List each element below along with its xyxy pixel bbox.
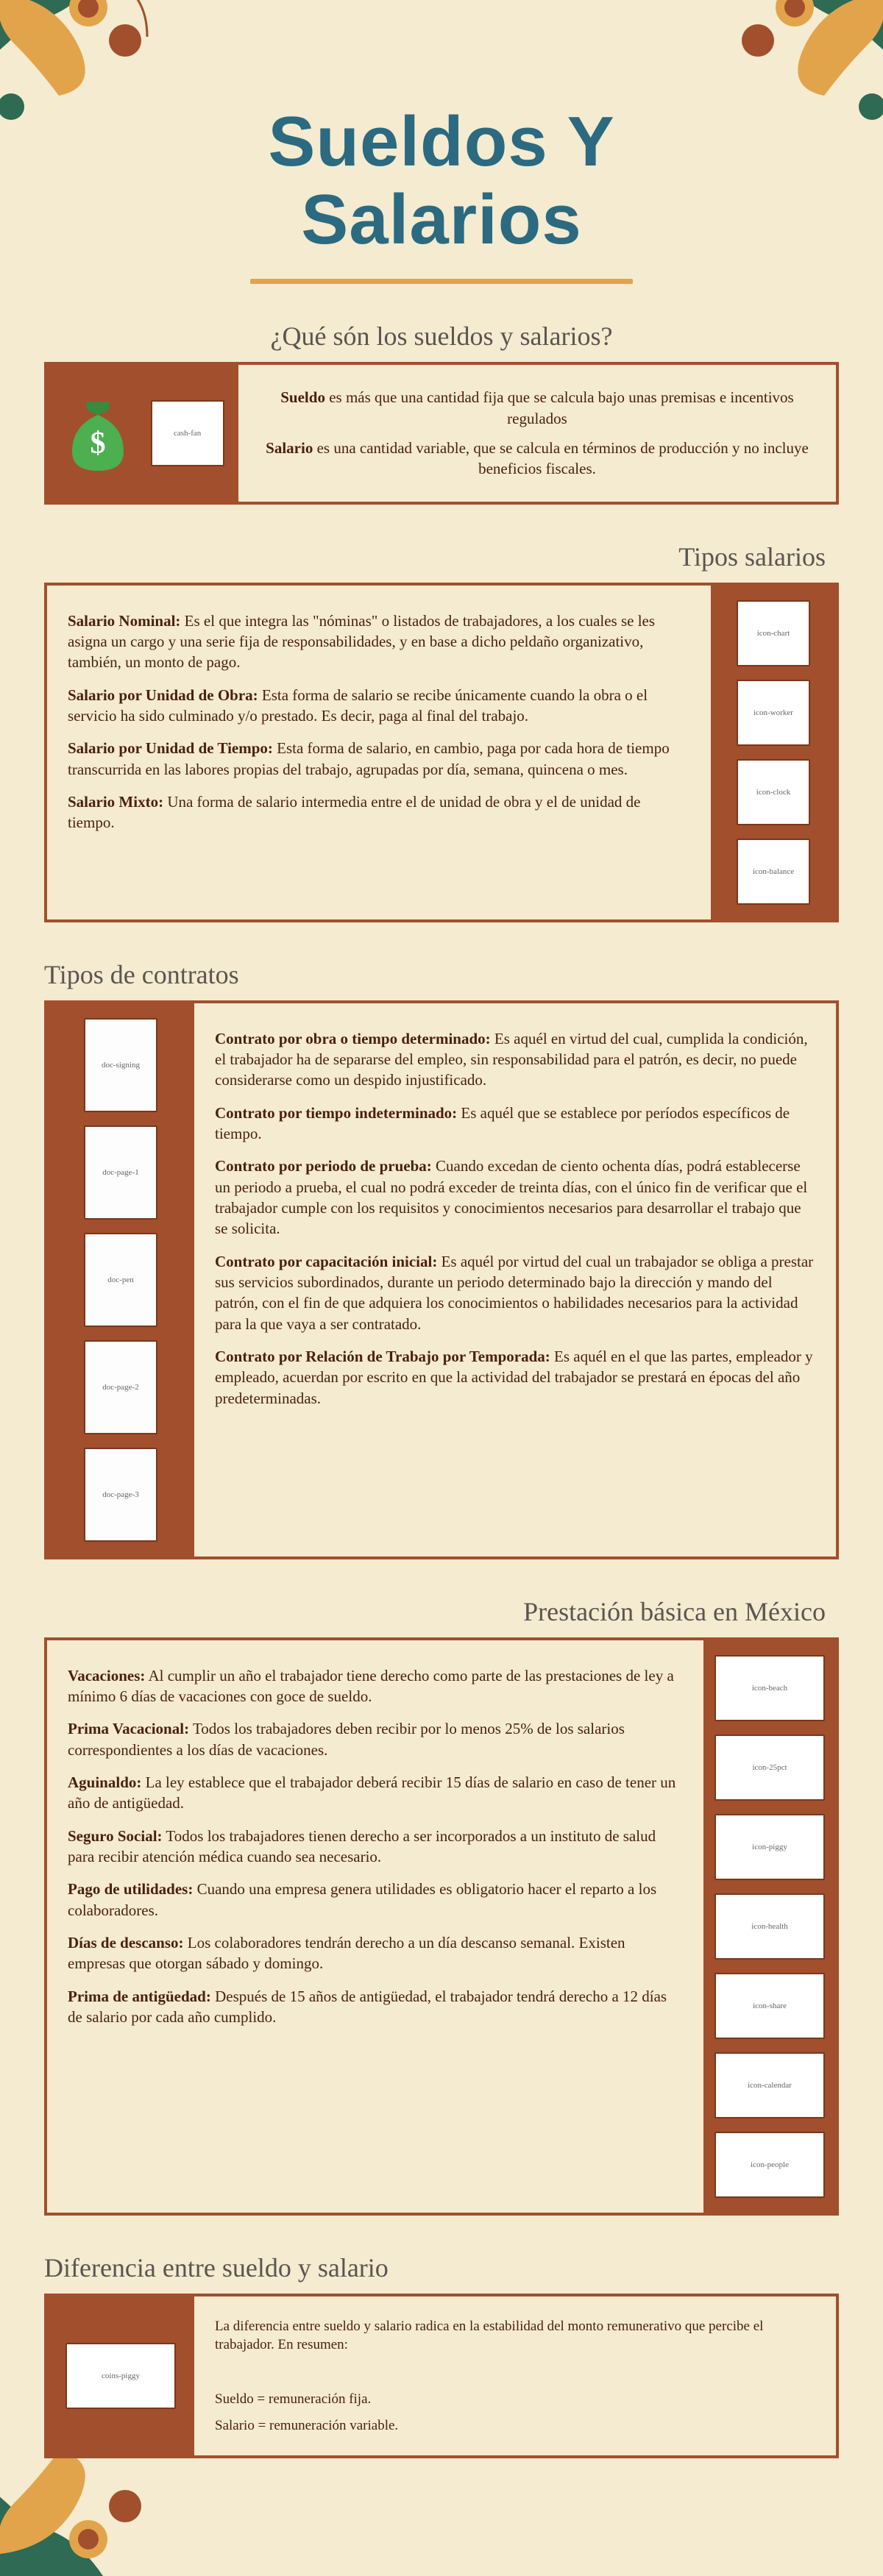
sec5-line1: Sueldo = remuneración fija. (215, 2390, 815, 2409)
sec1-body: Sueldo es más que una cantidad fija que … (238, 365, 836, 501)
sec1-heading: ¿Qué són los sueldos y salarios? (0, 321, 883, 352)
sec3-body: Contrato por obra o tiempo determinado: … (194, 1003, 836, 1556)
sec1-side-panel: $ cash-fan (47, 365, 238, 501)
entry-label: Salario por Unidad de Obra: (68, 686, 258, 704)
sec4-card: Vacaciones: Al cumplir un año el trabaja… (44, 1637, 839, 2216)
sueldo-label: Sueldo (280, 388, 325, 406)
svg-text:$: $ (91, 427, 106, 460)
icon-share-thumb: icon-share (714, 1973, 825, 2039)
sec3-heading: Tipos de contratos (0, 959, 883, 990)
list-entry: Pago de utilidades: Cuando una empresa g… (68, 1879, 683, 1921)
page-title-line2: Salarios (0, 181, 883, 259)
coins-piggy-thumb: coins-piggy (65, 2343, 176, 2409)
list-entry: Salario por Unidad de Tiempo: Esta forma… (68, 738, 690, 780)
sec4-side-panel: icon-beach icon-25pct icon-piggy icon-healt… (703, 1640, 836, 2213)
entry-label: Aguinaldo: (68, 1773, 141, 1791)
doc-page-1-thumb: doc-page-1 (84, 1125, 157, 1220)
entry-label: Contrato por capacitación inicial: (215, 1253, 437, 1270)
list-entry: Días de descanso: Los colaboradores tend… (68, 1932, 683, 1974)
sec2-side-panel: icon-chart icon-worker icon-clock icon-bala… (711, 586, 836, 919)
icon-chart-thumb: icon-chart (737, 600, 810, 666)
sec5-body: La diferencia entre sueldo y salario rad… (194, 2296, 836, 2456)
list-entry: Vacaciones: Al cumplir un año el trabaja… (68, 1665, 683, 1707)
salario-text: es una cantidad variable, que se calcula… (313, 439, 809, 477)
entry-label: Prima de antigüedad: (68, 1988, 211, 2005)
sec3-card: doc-signing doc-page-1 doc-pen doc-page-2 do… (44, 1000, 839, 1559)
sec2-body: Salario Nominal: Es el que integra las "… (47, 586, 711, 919)
entry-label: Contrato por tiempo indeterminado: (215, 1104, 457, 1122)
entry-label: Salario Mixto: (68, 793, 163, 811)
entry-label: Salario por Unidad de Tiempo: (68, 739, 273, 757)
icon-piggy-thumb: icon-piggy (714, 1814, 825, 1880)
entry-label: Vacaciones: (68, 1667, 145, 1684)
entry-label: Seguro Social: (68, 1827, 163, 1845)
list-entry: Prima de antigüedad: Después de 15 años … (68, 1986, 683, 2028)
entry-label: Días de descanso: (68, 1934, 184, 1951)
sec3-side-panel: doc-signing doc-page-1 doc-pen doc-page-2 do… (47, 1003, 194, 1556)
entry-label: Contrato por obra o tiempo determinado: (215, 1030, 491, 1047)
entry-label: Prima Vacacional: (68, 1720, 189, 1737)
entry-label: Pago de utilidades: (68, 1880, 193, 1898)
list-entry: Seguro Social: Todos los trabajadores ti… (68, 1826, 683, 1868)
salario-label: Salario (266, 439, 313, 457)
entry-label: Contrato por Relación de Trabajo por Tem… (215, 1348, 550, 1365)
list-entry: Aguinaldo: La ley establece que el traba… (68, 1772, 683, 1814)
icon-clock-thumb: icon-clock (737, 759, 810, 825)
icon-people-thumb: icon-people (714, 2132, 825, 2198)
list-entry: Prima Vacacional: Todos los trabajadores… (68, 1718, 683, 1760)
entry-label: Contrato por periodo de prueba: (215, 1157, 432, 1175)
icon-health-thumb: icon-health (714, 1893, 825, 1960)
money-bag-icon: $ (61, 393, 135, 474)
list-entry: Salario por Unidad de Obra: Esta forma d… (68, 685, 690, 727)
sueldo-text: es más que una cantidad fija que se calc… (325, 388, 794, 427)
sec1-card: $ cash-fan Sueldo es más que una cantida… (44, 362, 839, 504)
icon-calendar-thumb: icon-calendar (714, 2052, 825, 2118)
sec2-heading: Tipos salarios (0, 541, 883, 572)
title-rule (250, 279, 633, 284)
list-entry: Contrato por Relación de Trabajo por Tem… (215, 1346, 815, 1409)
sec5-line2: Salario = remuneración variable. (215, 2416, 815, 2436)
doc-signing-thumb: doc-signing (84, 1018, 157, 1112)
list-entry: Contrato por periodo de prueba: Cuando e… (215, 1156, 815, 1239)
sec5-intro: La diferencia entre sueldo y salario rad… (215, 2317, 815, 2355)
list-entry: Contrato por obra o tiempo determinado: … (215, 1028, 815, 1091)
entry-text: La ley establece que el trabajador deber… (68, 1773, 675, 1812)
sec4-heading: Prestación básica en México (0, 1596, 883, 1627)
sec5-side-panel: coins-piggy (47, 2296, 194, 2456)
list-entry: Salario Nominal: Es el que integra las "… (68, 611, 690, 673)
icon-worker-thumb: icon-worker (737, 680, 810, 746)
list-entry: Salario Mixto: Una forma de salario inte… (68, 791, 690, 833)
entry-text: Al cumplir un año el trabajador tiene de… (68, 1667, 674, 1705)
doc-page-3-thumb: doc-page-3 (84, 1448, 157, 1542)
icon-25pct-thumb: icon-25pct (714, 1734, 825, 1801)
doc-page-2-thumb: doc-page-2 (84, 1340, 157, 1434)
list-entry: Contrato por capacitación inicial: Es aq… (215, 1251, 815, 1334)
sec4-body: Vacaciones: Al cumplir un año el trabaja… (47, 1640, 703, 2213)
entry-label: Salario Nominal: (68, 612, 180, 630)
icon-beach-thumb: icon-beach (714, 1655, 825, 1721)
list-entry: Contrato por tiempo indeterminado: Es aq… (215, 1103, 815, 1145)
icon-balance-thumb: icon-balance (737, 839, 810, 905)
sec5-heading: Diferencia entre sueldo y salario (0, 2252, 883, 2283)
doc-pen-thumb: doc-pen (84, 1233, 157, 1327)
sec2-card: Salario Nominal: Es el que integra las "… (44, 583, 839, 922)
cash-fan-thumb: cash-fan (151, 400, 224, 466)
sec5-card: coins-piggy La diferencia entre sueldo y… (44, 2294, 839, 2459)
page-title-line1: Sueldos Y (0, 103, 883, 181)
